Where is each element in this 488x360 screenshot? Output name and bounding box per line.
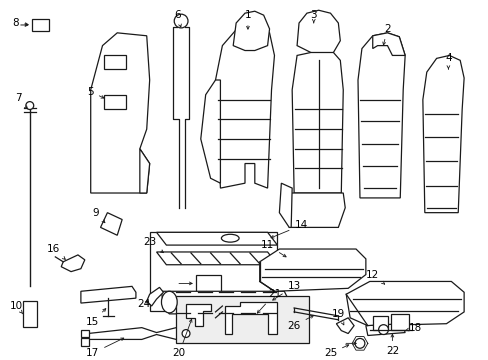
Polygon shape [357, 33, 405, 198]
Text: 2: 2 [382, 24, 390, 45]
FancyBboxPatch shape [81, 338, 88, 346]
Text: 5: 5 [87, 87, 104, 98]
FancyBboxPatch shape [104, 55, 126, 69]
Circle shape [378, 325, 387, 334]
Polygon shape [422, 55, 463, 213]
Text: 22: 22 [385, 334, 398, 356]
Text: 8: 8 [13, 18, 28, 28]
Ellipse shape [161, 291, 177, 313]
Polygon shape [61, 255, 84, 272]
Polygon shape [101, 213, 122, 235]
FancyBboxPatch shape [176, 296, 308, 343]
FancyBboxPatch shape [23, 301, 37, 327]
Circle shape [182, 330, 189, 337]
Polygon shape [91, 33, 149, 193]
Polygon shape [156, 252, 277, 265]
Text: 23: 23 [143, 237, 163, 253]
Text: 12: 12 [366, 270, 384, 284]
Text: 21: 21 [257, 289, 281, 313]
Text: 9: 9 [92, 208, 105, 223]
Text: 24: 24 [137, 299, 150, 309]
FancyBboxPatch shape [196, 275, 221, 292]
FancyBboxPatch shape [81, 330, 88, 337]
Polygon shape [365, 324, 405, 336]
Text: 26: 26 [287, 316, 313, 331]
Text: 15: 15 [86, 309, 105, 327]
Text: 18: 18 [405, 323, 421, 333]
Text: 17: 17 [86, 338, 123, 358]
Polygon shape [201, 80, 220, 183]
Text: 25: 25 [323, 345, 348, 358]
Polygon shape [87, 328, 181, 339]
Text: 13: 13 [272, 282, 300, 300]
Polygon shape [346, 282, 463, 326]
Polygon shape [279, 183, 291, 228]
Polygon shape [215, 26, 274, 188]
Polygon shape [233, 11, 269, 50]
Polygon shape [146, 287, 163, 306]
Circle shape [26, 102, 34, 109]
FancyBboxPatch shape [104, 95, 126, 108]
Polygon shape [225, 302, 277, 333]
Text: 14: 14 [270, 220, 307, 238]
Text: 16: 16 [47, 244, 65, 259]
Text: 6: 6 [174, 10, 181, 27]
Text: 1: 1 [244, 10, 251, 29]
Polygon shape [140, 149, 149, 193]
Polygon shape [161, 291, 288, 314]
FancyBboxPatch shape [149, 232, 277, 311]
Text: 19: 19 [331, 309, 344, 325]
Polygon shape [185, 304, 210, 326]
Circle shape [174, 14, 187, 28]
Text: 4: 4 [444, 53, 451, 69]
FancyBboxPatch shape [32, 19, 49, 31]
Polygon shape [291, 53, 343, 193]
Circle shape [354, 338, 364, 348]
Text: 20: 20 [172, 319, 192, 358]
Polygon shape [156, 232, 277, 245]
Polygon shape [288, 193, 345, 228]
Text: 11: 11 [261, 240, 285, 257]
Ellipse shape [221, 234, 239, 242]
Text: 10: 10 [9, 301, 23, 314]
FancyBboxPatch shape [390, 314, 408, 330]
Polygon shape [297, 10, 340, 55]
Polygon shape [81, 286, 136, 303]
Polygon shape [372, 33, 405, 55]
Text: 3: 3 [310, 10, 316, 23]
Polygon shape [259, 249, 365, 291]
FancyBboxPatch shape [372, 316, 387, 330]
Text: 7: 7 [15, 93, 27, 109]
Polygon shape [336, 318, 353, 333]
